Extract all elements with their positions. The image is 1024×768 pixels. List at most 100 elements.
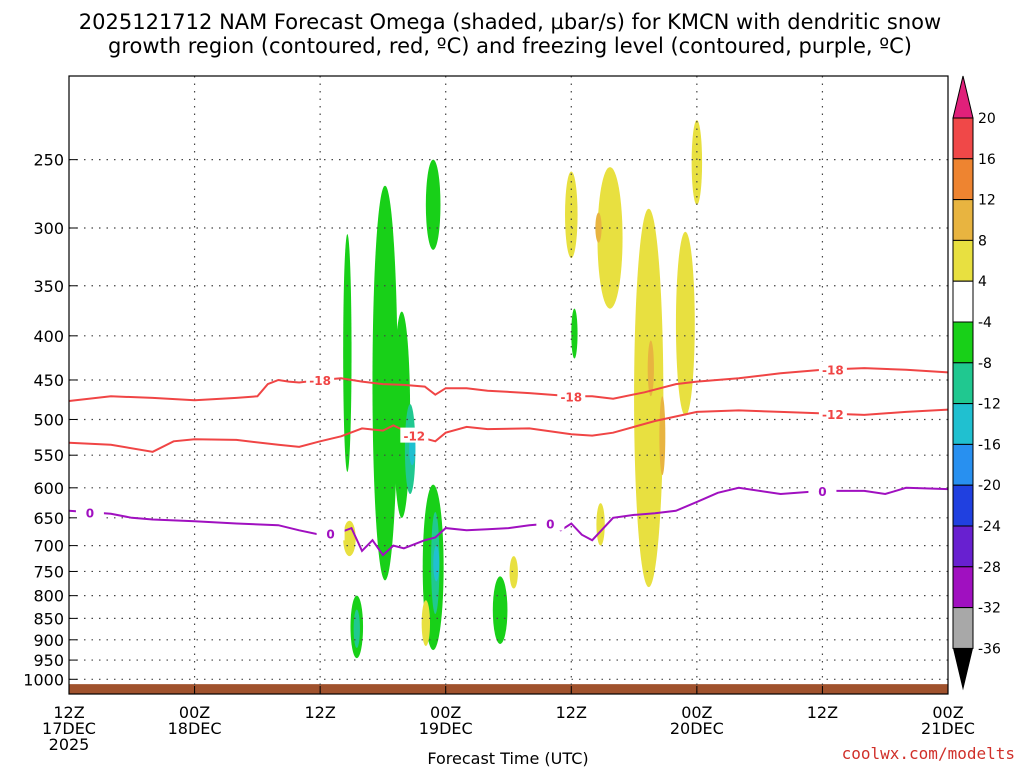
omega-region-1 xyxy=(372,185,398,581)
colorbar-label-4: 4 xyxy=(978,274,987,290)
contour-label-bg-freezing-3 xyxy=(808,482,837,498)
colorbar-label-5: -4 xyxy=(978,315,992,331)
ytick-label-550: 550 xyxy=(33,446,64,465)
contour-label-freezing-1: 0 xyxy=(326,527,334,541)
ytick-label-750: 750 xyxy=(33,562,64,581)
ytick-label-300: 300 xyxy=(33,219,64,238)
colorbar-swatch-3 xyxy=(952,239,974,282)
terrain-band xyxy=(69,684,948,694)
plot-frame xyxy=(68,75,949,695)
ytick-label-700: 700 xyxy=(33,537,64,556)
contour-label-minus18-2: -18 xyxy=(822,363,844,377)
contour-label-bg-minus18-0 xyxy=(306,371,335,387)
ytick-label-500: 500 xyxy=(33,410,64,429)
chart-title-line1: 2025121712 NAM Forecast Omega (shaded, µ… xyxy=(79,10,941,34)
xtick-label-0-2: 2025 xyxy=(49,735,90,754)
omega-region-22 xyxy=(595,212,602,243)
contour-label-freezing-0: 0 xyxy=(86,506,94,520)
contour-label-bg-freezing-1 xyxy=(316,525,345,541)
colorbar-label-3: 8 xyxy=(978,233,987,249)
omega-region-23 xyxy=(647,340,654,397)
colorbar-bottom-arrow xyxy=(953,648,973,691)
ytick-label-850: 850 xyxy=(33,609,64,628)
omega-region-15 xyxy=(634,208,664,588)
colorbar-label-7: -12 xyxy=(978,397,1001,413)
source-credit[interactable]: coolwx.com/modelts xyxy=(842,744,1015,763)
colorbar-label-13: -36 xyxy=(978,641,1001,657)
omega-region-10 xyxy=(353,609,360,649)
colorbar-swatch-1 xyxy=(952,158,974,201)
omega-region-20 xyxy=(509,556,518,589)
ytick-label-400: 400 xyxy=(33,327,64,346)
contour-label-bg-minus18-1 xyxy=(557,388,586,404)
colorbar-swatch-6 xyxy=(952,362,974,405)
contour-label-minus18-0: -18 xyxy=(309,374,331,388)
grid-lines xyxy=(69,76,948,694)
omega-region-18 xyxy=(343,520,356,557)
ytick-label-1000: 1000 xyxy=(23,670,64,689)
x-axis-title: Forecast Time (UTC) xyxy=(427,749,588,768)
xtick-label-5-0: 00Z xyxy=(681,703,712,722)
colorbar-swatch-4 xyxy=(952,280,974,323)
ytick-label-950: 950 xyxy=(33,651,64,670)
colorbar-label-11: -28 xyxy=(978,560,1001,576)
colorbar-label-12: -32 xyxy=(978,601,1001,617)
xtick-label-4-0: 12Z xyxy=(556,703,587,722)
contour-label-bg-minus18-2 xyxy=(818,361,847,377)
contour-label-minus12-1: -12 xyxy=(822,408,844,422)
colorbar-swatch-5 xyxy=(952,321,974,364)
contour-label-minus18-1: -18 xyxy=(560,390,582,404)
xtick-label-3-1: 19DEC xyxy=(419,719,473,738)
colorbar-label-8: -16 xyxy=(978,437,1001,453)
xtick-label-3-0: 00Z xyxy=(430,703,461,722)
omega-region-0 xyxy=(343,234,352,472)
omega-region-3 xyxy=(425,159,441,250)
colorbar-swatch-7 xyxy=(952,403,974,445)
omega-region-14 xyxy=(597,167,623,309)
omega-region-12 xyxy=(433,545,440,582)
colorbar-swatch-10 xyxy=(952,525,974,568)
colorbar-label-9: -20 xyxy=(978,478,1001,494)
omega-region-16 xyxy=(675,231,695,416)
contour-freezing xyxy=(68,486,949,557)
omega-region-13 xyxy=(565,171,578,258)
xtick-label-0-0: 12Z xyxy=(53,703,84,722)
ytick-label-350: 350 xyxy=(33,277,64,296)
ytick-label-800: 800 xyxy=(33,587,64,606)
xtick-label-7-0: 00Z xyxy=(932,703,963,722)
omega-shading xyxy=(343,120,703,659)
colorbar-label-1: 16 xyxy=(978,152,996,168)
ytick-label-450: 450 xyxy=(33,371,64,390)
contour-label-bg-minus12-0 xyxy=(400,427,429,443)
contour-label-bg-minus12-1 xyxy=(818,405,847,421)
omega-region-6 xyxy=(492,576,508,644)
ytick-label-900: 900 xyxy=(33,631,64,650)
omega-region-7 xyxy=(571,308,578,359)
terrain-fill xyxy=(69,684,948,694)
chart-title-line2: growth region (contoured, red, ºC) and f… xyxy=(108,34,912,58)
omega-region-24 xyxy=(659,396,666,476)
ytick-label-250: 250 xyxy=(33,151,64,170)
xtick-label-1-0: 00Z xyxy=(179,703,210,722)
xtick-label-0-1: 17DEC xyxy=(42,719,96,738)
colorbar-swatch-2 xyxy=(952,199,974,241)
contour-minus12 xyxy=(68,408,949,453)
xtick-label-7-1: 21DEC xyxy=(921,719,975,738)
y-axis-pressure-ticks: 250 300 350 400 450 500 550 600 650 700 750 800 850 9… xyxy=(23,151,77,689)
colorbar-label-6: -8 xyxy=(978,356,992,372)
xtick-label-5-1: 20DEC xyxy=(670,719,724,738)
omega-region-19 xyxy=(421,600,431,646)
contour-label-freezing-2: 0 xyxy=(546,518,554,532)
colorbar-top-arrow xyxy=(952,75,974,119)
colorbar-label-0: 20 xyxy=(978,111,996,127)
contour-minus18 xyxy=(68,367,949,402)
contour-label-bg-freezing-0 xyxy=(75,504,104,520)
omega-region-21 xyxy=(596,503,605,546)
colorbar-swatch-0 xyxy=(952,117,974,160)
omega-colorbar: 20 16 12 8 4 -4 -8 -12 -16 -20 -24 -28 -32 -36 xyxy=(952,75,1001,691)
xtick-label-6-0: 12Z xyxy=(807,703,838,722)
temperature-contours: -18 -18 -18 -12 -12 0 0 0 0 xyxy=(68,361,949,557)
contour-label-minus12-0: -12 xyxy=(403,430,425,444)
